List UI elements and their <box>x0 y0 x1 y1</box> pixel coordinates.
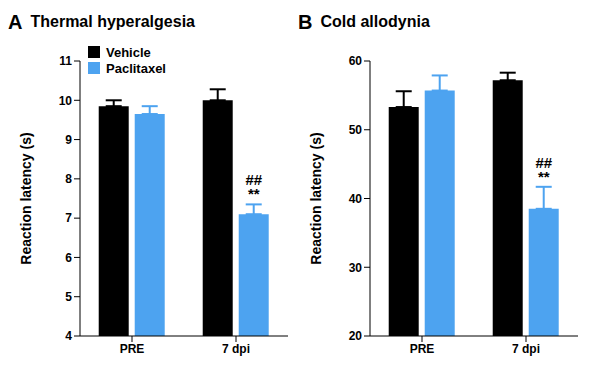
svg-text:7: 7 <box>65 211 72 225</box>
svg-text:20: 20 <box>349 329 363 343</box>
svg-text:5: 5 <box>65 290 72 304</box>
svg-text:**: ** <box>538 168 550 185</box>
svg-text:Reaction latency (s): Reaction latency (s) <box>18 132 34 264</box>
svg-text:7 dpi: 7 dpi <box>222 342 250 356</box>
html-text:A Thermal hyperalgesia: A Thermal hyperalgesia <box>8 10 195 33</box>
svg-text:50: 50 <box>349 123 363 137</box>
html-text:Paclitaxel: Paclitaxel <box>106 60 166 76</box>
svg-text:9: 9 <box>65 133 72 147</box>
svg-text:11: 11 <box>59 54 72 68</box>
svg-text:PRE: PRE <box>120 342 145 356</box>
svg-text:**: ** <box>248 185 260 202</box>
svg-text:10: 10 <box>59 94 73 108</box>
svg-text:8: 8 <box>65 172 72 186</box>
svg-text:30: 30 <box>349 261 363 275</box>
svg-text:6: 6 <box>65 251 72 265</box>
html-text:Vehicle: Vehicle <box>106 44 151 60</box>
svg-text:40: 40 <box>349 192 363 206</box>
svg-text:Reaction latency (s): Reaction latency (s) <box>308 132 324 264</box>
html-text:B Cold allodynia: B Cold allodynia <box>298 10 430 33</box>
svg-text:7 dpi: 7 dpi <box>512 342 540 356</box>
svg-text:4: 4 <box>65 329 72 343</box>
svg-text:60: 60 <box>349 54 363 68</box>
svg-text:PRE: PRE <box>410 342 435 356</box>
